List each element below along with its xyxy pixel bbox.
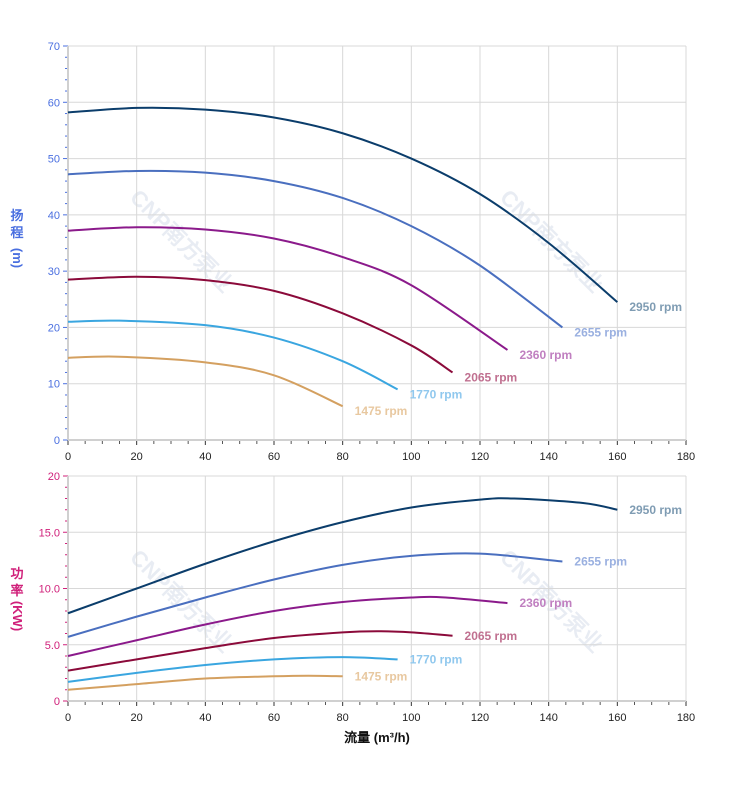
series-label: 1770 rpm bbox=[410, 652, 463, 666]
y-axis-label-char: 功 bbox=[10, 566, 23, 581]
x-tick-label: 180 bbox=[677, 712, 695, 724]
series-label: 2360 rpm bbox=[519, 348, 572, 362]
x-tick-label: 140 bbox=[539, 451, 557, 463]
x-tick-label: 120 bbox=[471, 451, 489, 463]
x-tick-label: 0 bbox=[65, 712, 71, 724]
watermark-logo: CNP南方泵业 bbox=[495, 185, 608, 298]
y-tick-label: 30 bbox=[48, 266, 60, 278]
series-line-2655-rpm bbox=[67, 552, 563, 638]
y-tick-label: 20 bbox=[48, 471, 60, 483]
series-line-2655-rpm bbox=[67, 169, 564, 329]
y-tick-label: 10.0 bbox=[39, 584, 60, 596]
series-line-2950-rpm bbox=[67, 497, 618, 615]
x-tick-label: 40 bbox=[199, 451, 211, 463]
x-tick-label: 80 bbox=[337, 712, 349, 724]
x-tick-label: 140 bbox=[539, 712, 557, 724]
x-tick-label: 60 bbox=[268, 451, 280, 463]
y-tick-label: 60 bbox=[48, 97, 60, 109]
series-label: 2950 rpm bbox=[629, 300, 682, 314]
series-line-1475-rpm bbox=[67, 355, 344, 408]
y-tick-label: 50 bbox=[48, 154, 60, 166]
x-axis-label: 流量 (m³/h) bbox=[344, 730, 410, 745]
series-line-2360-rpm bbox=[67, 595, 508, 657]
series-line-2950-rpm bbox=[67, 106, 618, 303]
series-label: 1475 rpm bbox=[355, 669, 408, 683]
y-tick-label: 20 bbox=[48, 322, 60, 334]
series-line-1770-rpm bbox=[67, 319, 399, 391]
series-label: 2360 rpm bbox=[519, 596, 572, 610]
y-axis-unit: (m) bbox=[10, 248, 25, 268]
x-tick-label: 0 bbox=[65, 451, 71, 463]
x-tick-label: 20 bbox=[131, 451, 143, 463]
y-tick-label: 70 bbox=[48, 41, 60, 53]
x-tick-label: 80 bbox=[337, 451, 349, 463]
series-line-2360-rpm bbox=[67, 226, 509, 351]
x-tick-label: 40 bbox=[199, 712, 211, 724]
series-line-2065-rpm bbox=[67, 630, 453, 672]
x-tick-label: 100 bbox=[402, 451, 420, 463]
x-tick-label: 180 bbox=[677, 451, 695, 463]
series-line-1475-rpm bbox=[67, 674, 343, 691]
series-label: 2065 rpm bbox=[465, 629, 518, 643]
panel-head: 0 20 40 60 80 100 120 140 160 180 0 10 20 30 40 50 60 70 扬… bbox=[10, 41, 695, 463]
y-tick-label: 0 bbox=[54, 696, 60, 708]
y-tick-label: 10 bbox=[48, 379, 60, 391]
y-axis-label-char: 率 bbox=[10, 583, 23, 598]
x-tick-label: 160 bbox=[608, 712, 626, 724]
y-axis-unit: (KW) bbox=[10, 601, 25, 631]
x-tick-label: 120 bbox=[471, 712, 489, 724]
series-line-1770-rpm bbox=[67, 656, 398, 683]
series-label: 1475 rpm bbox=[355, 404, 408, 418]
x-tick-label: 20 bbox=[131, 712, 143, 724]
y-tick-label: 40 bbox=[48, 210, 60, 222]
watermark-logo: CNP南方泵业 bbox=[125, 545, 238, 658]
series-label: 1770 rpm bbox=[410, 387, 463, 401]
series-label: 2950 rpm bbox=[629, 503, 682, 517]
y-tick-label: 15.0 bbox=[39, 527, 60, 539]
series-label: 2065 rpm bbox=[465, 370, 518, 384]
y-axis-label-char: 程 bbox=[10, 225, 23, 240]
x-tick-label: 60 bbox=[268, 712, 280, 724]
series-label: 2655 rpm bbox=[574, 555, 627, 569]
y-tick-label: 0 bbox=[54, 435, 60, 447]
x-tick-label: 100 bbox=[402, 712, 420, 724]
watermark-logo: CNP南方泵业 bbox=[125, 185, 238, 298]
series-label: 2655 rpm bbox=[574, 325, 627, 339]
x-tick-label: 160 bbox=[608, 451, 626, 463]
panel-power: 0 20 40 60 80 100 120 140 160 180 0 5.0 10.0 15.0 20 功率… bbox=[10, 471, 695, 745]
series-line-2065-rpm bbox=[67, 275, 454, 374]
y-tick-label: 5.0 bbox=[45, 640, 60, 652]
y-axis-label-char: 扬 bbox=[10, 208, 23, 223]
